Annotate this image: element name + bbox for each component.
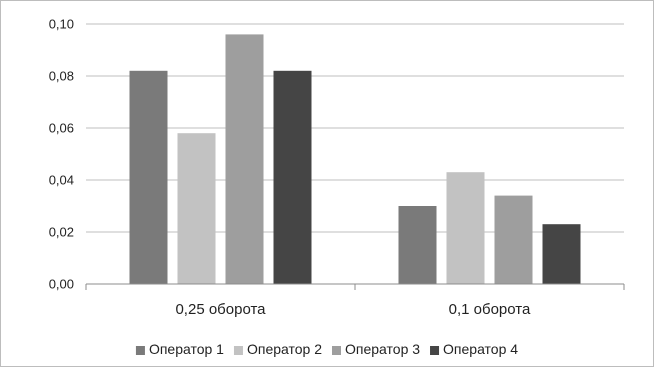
x-category-label: 0,25 оборота: [175, 301, 266, 318]
legend-swatch: [135, 346, 145, 355]
x-axis: [85, 283, 625, 290]
bar: [446, 172, 485, 284]
y-tick-label: 0,08: [49, 69, 74, 84]
bar: [273, 70, 312, 284]
bar: [129, 70, 168, 284]
legend-label: Оператор 3: [345, 341, 420, 357]
bar: [225, 34, 264, 285]
gridlines: [86, 23, 624, 233]
legend-label: Оператор 1: [149, 341, 224, 357]
legend-swatch: [430, 346, 440, 355]
y-tick-label: 0,10: [49, 17, 74, 32]
y-tick-label: 0,04: [49, 173, 74, 188]
legend-item: Оператор 4: [430, 341, 518, 357]
x-axis-category-labels: 0,25 оборота 0,1 оборота: [175, 301, 531, 318]
legend-label: Оператор 4: [443, 341, 518, 357]
bar: [494, 195, 533, 284]
y-axis-tick-labels: 0,00 0,02 0,04 0,06 0,08 0,10: [49, 17, 74, 292]
y-tick-label: 0,00: [49, 277, 74, 292]
legend: Оператор 1 Оператор 2 Оператор 3 Оператор 4: [135, 341, 518, 357]
legend-item: Оператор 2: [233, 341, 322, 357]
bars: [129, 34, 581, 285]
legend-label: Оператор 2: [247, 341, 322, 357]
legend-swatch: [332, 346, 341, 355]
bar: [177, 133, 216, 284]
bar: [542, 224, 581, 284]
x-category-label: 0,1 оборота: [449, 301, 531, 318]
legend-swatch: [233, 346, 243, 355]
y-tick-label: 0,02: [49, 225, 74, 240]
y-tick-label: 0,06: [49, 121, 74, 136]
legend-item: Оператор 3: [332, 341, 420, 357]
bar: [398, 206, 437, 284]
legend-item: Оператор 1: [135, 341, 224, 357]
